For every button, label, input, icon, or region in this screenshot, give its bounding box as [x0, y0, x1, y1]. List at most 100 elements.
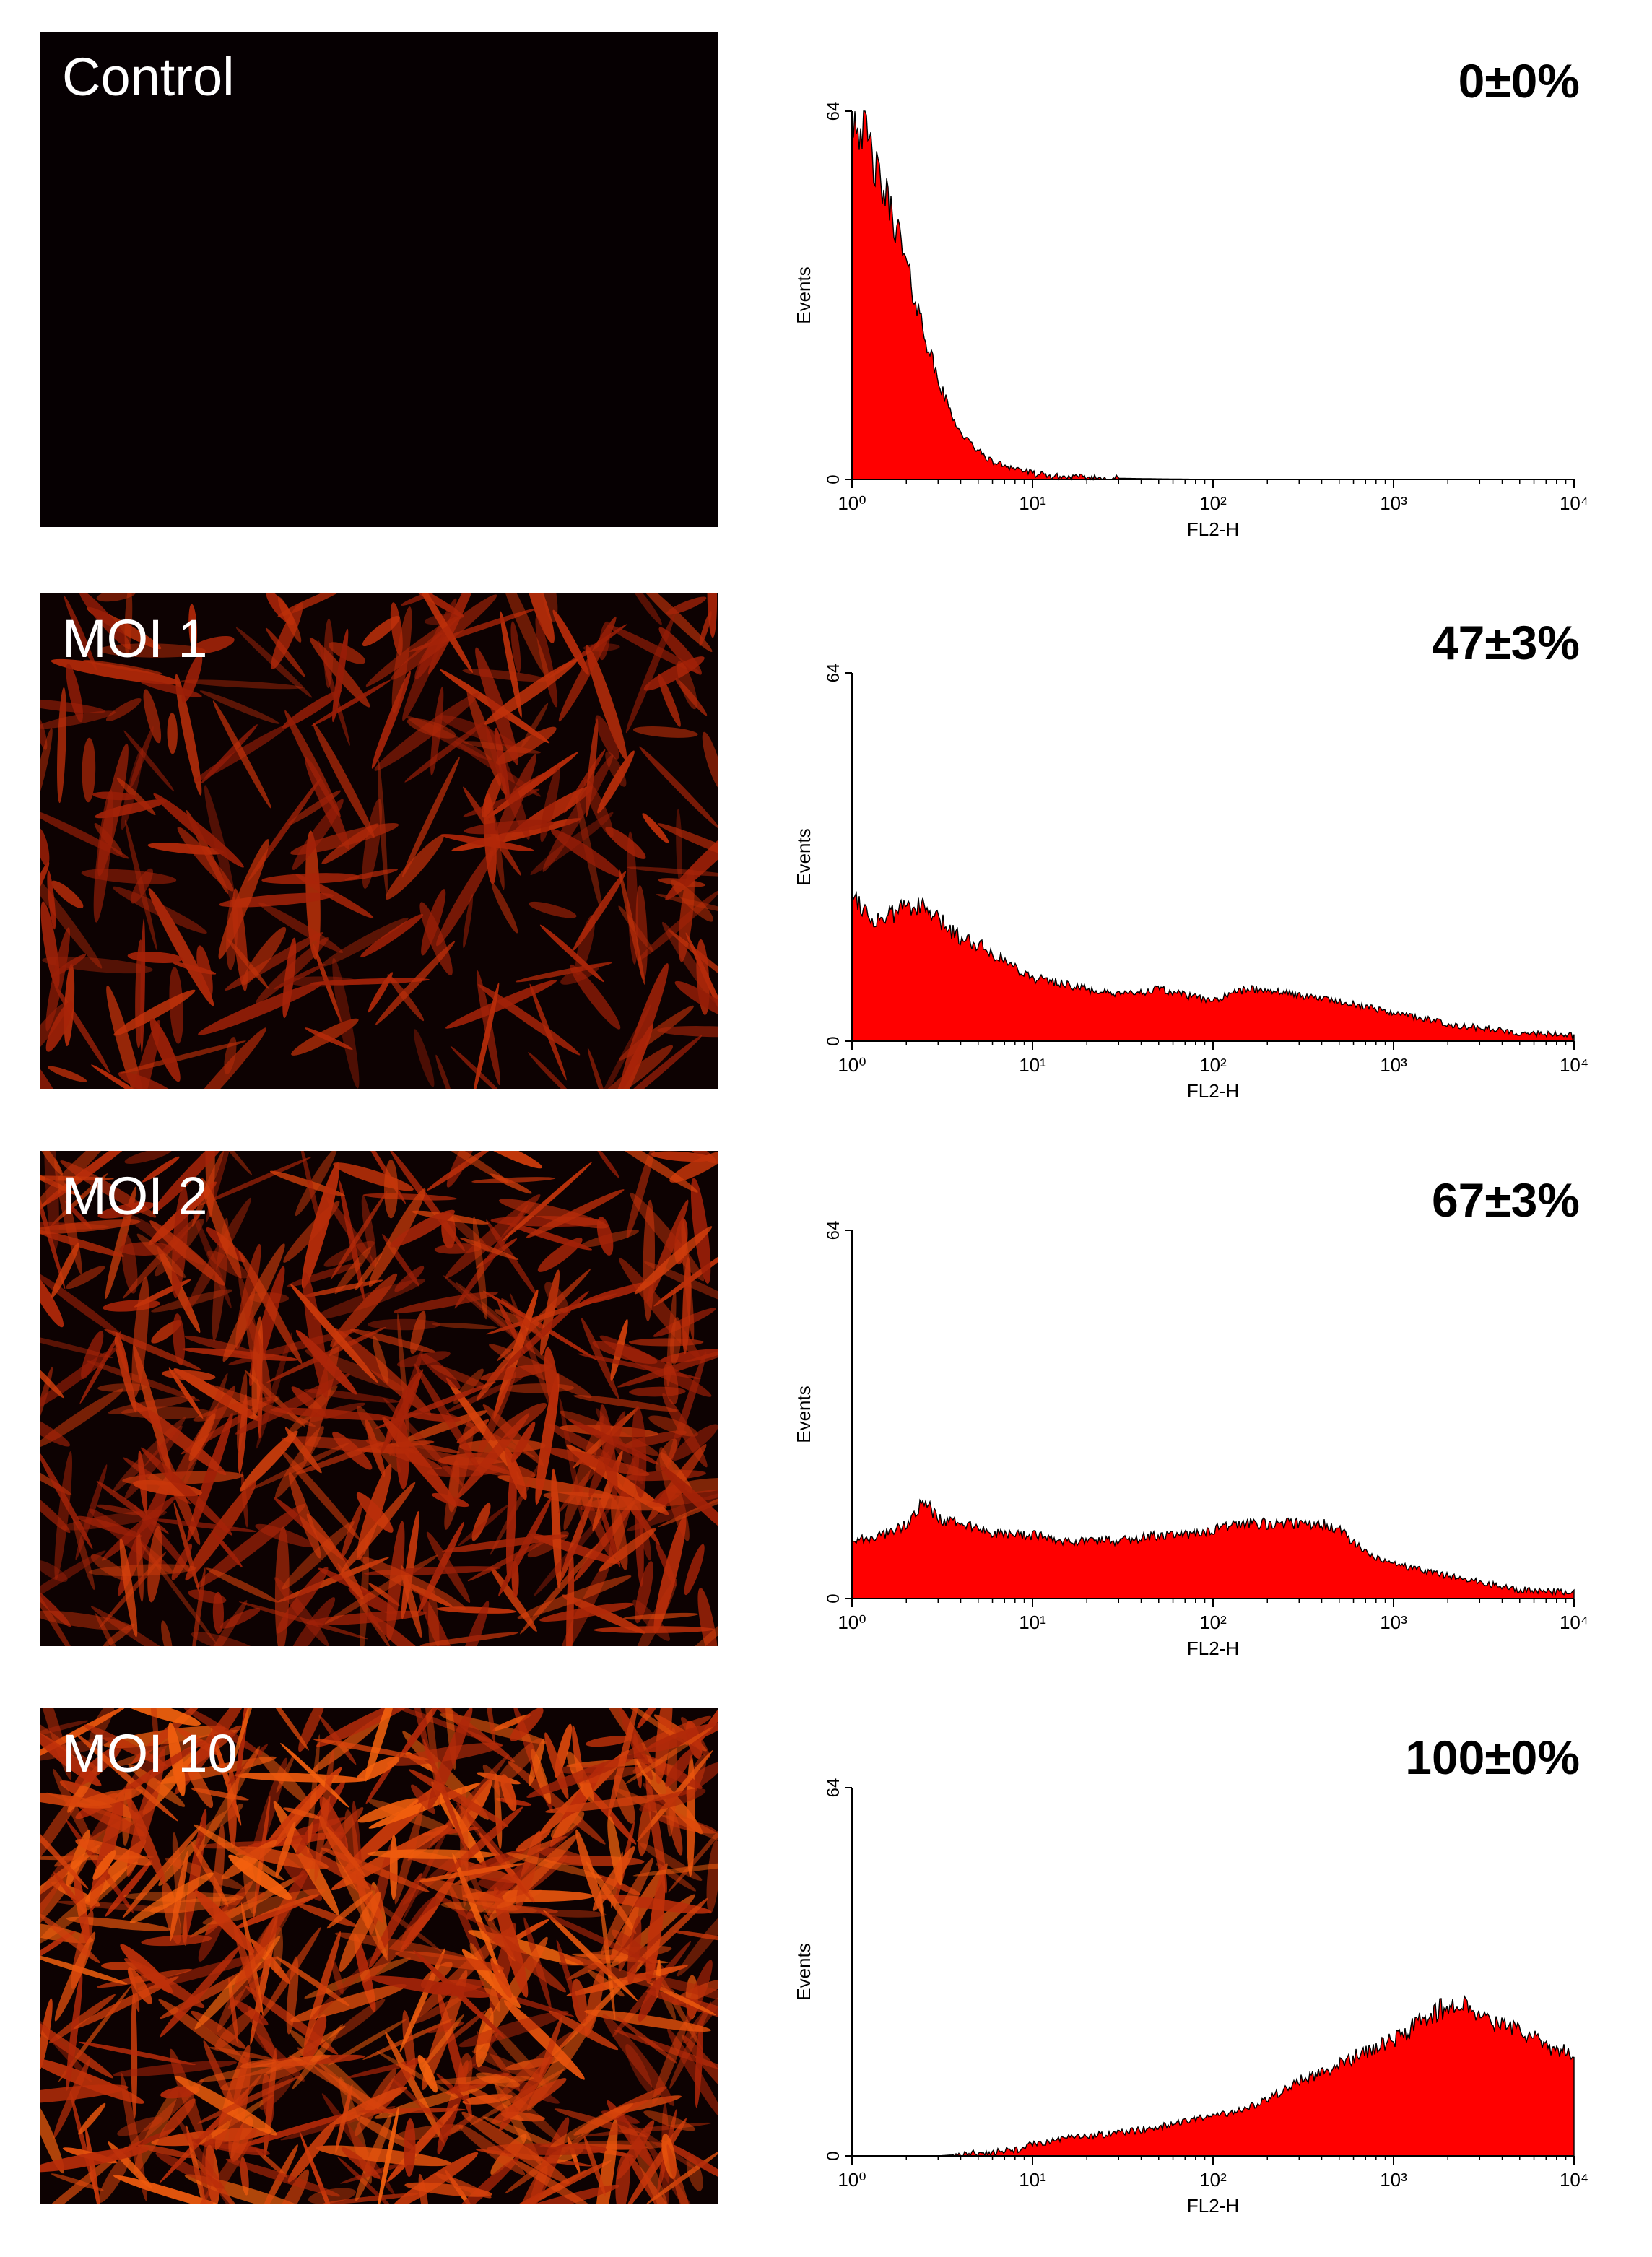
fluorescent-cell: [686, 2155, 703, 2191]
fluorescent-cell: [573, 871, 627, 951]
fluorescent-cell: [51, 658, 181, 685]
fluorescent-cell: [626, 1490, 718, 1531]
fluorescent-cell: [323, 619, 334, 688]
fluorescent-cell: [143, 689, 162, 744]
micrograph-cells: [40, 1151, 718, 1646]
fluorescent-cell: [584, 1970, 604, 2037]
fluorescent-cell: [92, 791, 137, 801]
fluorescent-cell: [188, 1413, 216, 1461]
fluorescent-cell: [124, 819, 157, 951]
fluorescent-cell: [185, 1197, 251, 1313]
fluorescent-cell: [674, 980, 718, 1021]
fluorescent-cell: [489, 2076, 565, 2145]
fluorescent-cell: [40, 1053, 64, 1089]
fluorescent-cell: [414, 1363, 484, 1477]
fluorescent-cell: [660, 2139, 718, 2185]
micrograph-cells: [40, 32, 718, 527]
fluorescent-cell: [426, 1151, 496, 1191]
fluorescent-cell: [502, 1162, 593, 1241]
panel-moi-1: MOI 1 47±3% 10⁰ 10¹ 10² 10³ 10⁴ 0 64 FL2-H Event…: [0, 593, 1652, 1142]
fluorescent-cell: [40, 1411, 70, 1447]
fluorescent-cell: [505, 1448, 527, 1500]
fluorescent-cell: [304, 1957, 411, 1999]
fluorescent-cell: [40, 714, 48, 750]
fluorescent-cell: [657, 823, 718, 872]
fluorescent-cell: [373, 1336, 389, 1384]
fluorescent-cell: [456, 1413, 530, 1499]
fluorescent-cell: [498, 1496, 552, 1596]
fluorescent-cell: [657, 1026, 718, 1038]
fluorescent-cell: [211, 1530, 243, 1567]
fluorescent-cell: [284, 976, 358, 987]
fluorescent-cell: [297, 1903, 357, 1927]
y-axis-title: Events: [793, 828, 814, 886]
fluorescent-cell: [658, 674, 681, 727]
fluorescent-cell: [45, 1001, 74, 1052]
fluorescent-cell: [632, 726, 698, 738]
fluorescent-cell: [261, 1927, 321, 2019]
fluorescent-cell: [93, 789, 113, 923]
x-axis-title: FL2-H: [1187, 1638, 1239, 1659]
fluorescent-cell: [670, 1316, 682, 1365]
fluorescent-cell: [171, 1543, 192, 1580]
fluorescent-cell: [544, 1347, 559, 1409]
fluorescent-cell: [137, 2144, 196, 2159]
fluorescent-cell: [231, 1708, 263, 1767]
fluorescent-cell: [702, 731, 718, 791]
fluorescent-cell: [404, 720, 487, 783]
fluorescent-cell: [517, 1575, 632, 1619]
fluorescent-cell: [643, 2110, 695, 2131]
fluorescent-cell: [645, 1990, 718, 2027]
fluorescent-cell: [206, 1151, 238, 1223]
fluorescent-cell: [126, 1794, 166, 1884]
fluorescent-cell: [671, 1424, 718, 1461]
fluorescent-cell: [270, 1407, 396, 1421]
fluorescent-cell: [619, 869, 645, 985]
fluorescent-cell: [666, 596, 707, 615]
x-tick-label: 10⁰: [838, 1054, 866, 1076]
x-axis-title: FL2-H: [1187, 2195, 1239, 2217]
fluorescent-cell: [240, 2059, 277, 2069]
fluorescent-cell: [458, 2124, 526, 2175]
fluorescent-cell: [282, 1521, 355, 1590]
fluorescent-cell: [676, 809, 683, 885]
fluorescent-cell: [463, 741, 541, 754]
y-tick-label: 64: [824, 664, 843, 683]
fluorescent-cell: [638, 1788, 706, 1812]
x-tick-label: 10²: [1199, 1054, 1227, 1076]
x-tick-label: 10⁴: [1560, 1612, 1588, 1633]
fluorescent-cell: [651, 1151, 713, 1162]
fluorescent-cell: [213, 1824, 225, 1921]
y-tick-label: 0: [824, 2151, 843, 2160]
fluorescent-cell: [198, 982, 323, 1035]
histogram-area: [851, 890, 1575, 1042]
fluorescent-cell: [561, 1594, 645, 1634]
fluorescent-cell: [149, 1708, 159, 1754]
fluorescent-cell: [116, 1331, 129, 1373]
fluorescent-cell: [556, 1939, 581, 2016]
fluorescent-cell: [40, 1708, 126, 1765]
fluorescent-cell: [677, 661, 697, 710]
fluorescent-cell: [586, 1736, 630, 1747]
fluorescent-cell: [119, 1538, 138, 1638]
fluorescent-cell: [191, 1632, 261, 1646]
fluorescent-cell: [288, 1471, 321, 1559]
fluorescent-cell: [227, 938, 269, 989]
fluorescent-cell: [500, 593, 549, 678]
fluorescent-cell: [500, 611, 522, 718]
fluorescent-cell: [197, 2076, 300, 2124]
fluorescent-cell: [620, 963, 669, 1089]
fluorescent-cell: [625, 1727, 713, 1785]
fluorescent-cell: [40, 861, 103, 969]
fluorescent-cell: [361, 1195, 377, 1268]
fluorescent-cell: [149, 1518, 257, 1532]
fluorescent-cell: [328, 2019, 407, 2066]
fluorescent-cell: [456, 1600, 490, 1646]
fluorescent-cell: [421, 889, 446, 956]
fluorescent-cell: [630, 593, 662, 625]
fluorescent-cell: [287, 2121, 336, 2183]
fluorescent-cell: [40, 1791, 89, 1890]
fluorescent-cell: [44, 1151, 59, 1251]
fluorescent-cell: [407, 1448, 519, 1478]
fluorescent-cell: [151, 1289, 233, 1313]
